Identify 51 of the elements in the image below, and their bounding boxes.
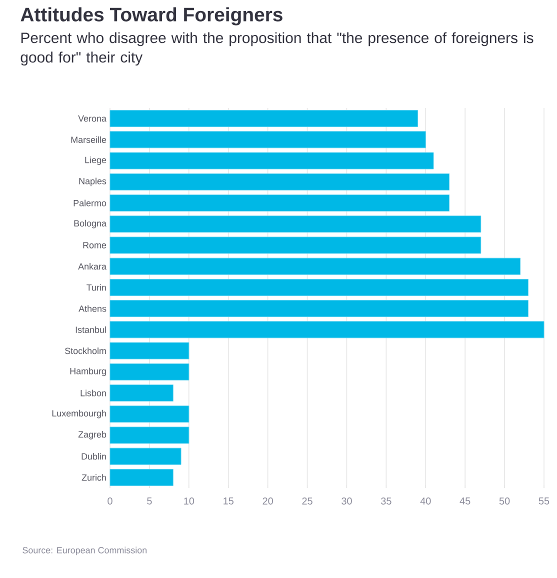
- y-tick-label: Zagreb: [78, 431, 106, 440]
- y-tick-label: Palermo: [74, 200, 106, 206]
- y-tick-label: Turin: [86, 284, 106, 291]
- x-tick-label: 5: [147, 498, 152, 504]
- bar: [110, 342, 190, 360]
- bar: [110, 468, 174, 486]
- y-tick-label: Dublin: [82, 453, 106, 460]
- bar: [110, 152, 434, 170]
- y-tick-label: Hamburg: [70, 368, 106, 376]
- y-tick-label: Istanbul: [76, 326, 106, 333]
- bar: [110, 236, 482, 254]
- x-tick-label: 0: [108, 498, 112, 505]
- y-tick-label: Naples: [79, 178, 106, 186]
- y-tick-label: Ankara: [78, 263, 106, 270]
- bar: [110, 110, 418, 128]
- chart-title: Attitudes Toward Foreigners: [20, 7, 282, 26]
- x-tick-label: 35: [381, 498, 392, 505]
- bar: [110, 278, 528, 296]
- bar: [110, 384, 174, 402]
- bar: [110, 426, 190, 444]
- x-tick-label: 30: [342, 498, 352, 505]
- y-tick-label: Marseille: [71, 136, 106, 143]
- bar: [110, 131, 426, 148]
- x-tick-label: 20: [262, 498, 273, 505]
- bar: [110, 363, 190, 380]
- x-tick-label: 10: [184, 498, 194, 505]
- y-tick-label: Bologna: [74, 220, 106, 228]
- y-tick-label: Stockholm: [65, 347, 106, 354]
- bar: [110, 194, 450, 212]
- y-tick-label: Lisbon: [80, 390, 106, 396]
- bar: [110, 300, 528, 318]
- y-tick-label: Verona: [78, 115, 106, 122]
- x-tick-label: 40: [420, 498, 431, 505]
- x-tick-label: 45: [460, 498, 470, 504]
- bar: [110, 258, 521, 275]
- x-tick-label: 55: [538, 498, 550, 504]
- x-tick-label: 25: [302, 498, 312, 505]
- y-tick-label: Athens: [78, 305, 106, 312]
- bar: [110, 216, 482, 233]
- bar: [110, 173, 450, 190]
- y-tick-label: Rome: [83, 242, 106, 248]
- x-tick-label: 15: [224, 498, 234, 504]
- bar: [110, 321, 544, 338]
- bar: [110, 448, 182, 465]
- y-tick-label: Zurich: [82, 474, 106, 481]
- y-tick-label: Liege: [85, 156, 106, 165]
- bar: [110, 406, 190, 423]
- chart-subtitle: Percent who disagree with the proposition that "the presence of foreigners is good for" their city: [20, 32, 534, 66]
- source-note: Source: European Commission: [22, 546, 147, 556]
- x-tick-label: 50: [499, 498, 510, 505]
- y-tick-label: Luxembourgh: [52, 410, 106, 418]
